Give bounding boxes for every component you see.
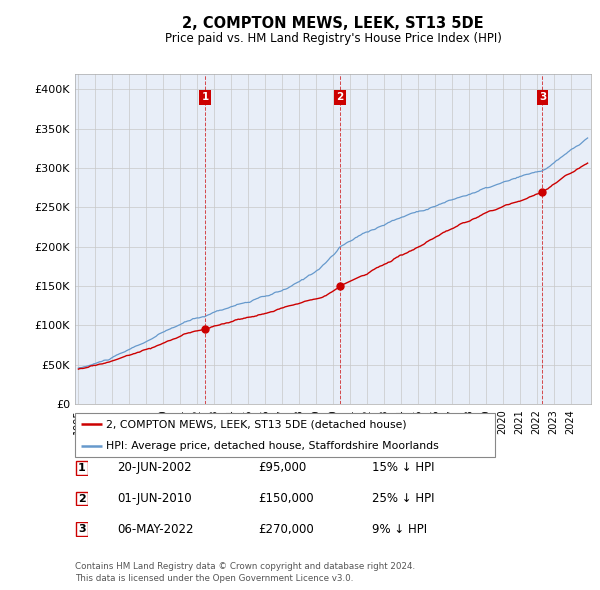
Text: £270,000: £270,000 bbox=[258, 523, 314, 536]
Text: 1: 1 bbox=[78, 463, 86, 473]
Text: 2, COMPTON MEWS, LEEK, ST13 5DE (detached house): 2, COMPTON MEWS, LEEK, ST13 5DE (detache… bbox=[107, 419, 407, 429]
Text: 2, COMPTON MEWS, LEEK, ST13 5DE: 2, COMPTON MEWS, LEEK, ST13 5DE bbox=[182, 16, 484, 31]
Text: 2: 2 bbox=[337, 93, 344, 102]
Text: £95,000: £95,000 bbox=[258, 461, 306, 474]
Text: Price paid vs. HM Land Registry's House Price Index (HPI): Price paid vs. HM Land Registry's House … bbox=[164, 32, 502, 45]
Text: 01-JUN-2010: 01-JUN-2010 bbox=[117, 492, 191, 505]
Text: 9% ↓ HPI: 9% ↓ HPI bbox=[372, 523, 427, 536]
Text: 1: 1 bbox=[202, 93, 209, 102]
Text: Contains HM Land Registry data © Crown copyright and database right 2024.: Contains HM Land Registry data © Crown c… bbox=[75, 562, 415, 571]
Text: £150,000: £150,000 bbox=[258, 492, 314, 505]
Text: HPI: Average price, detached house, Staffordshire Moorlands: HPI: Average price, detached house, Staf… bbox=[107, 441, 439, 451]
Text: 15% ↓ HPI: 15% ↓ HPI bbox=[372, 461, 434, 474]
Text: 20-JUN-2002: 20-JUN-2002 bbox=[117, 461, 191, 474]
Text: 2: 2 bbox=[78, 494, 86, 503]
Text: 3: 3 bbox=[78, 525, 85, 534]
Text: 25% ↓ HPI: 25% ↓ HPI bbox=[372, 492, 434, 505]
Text: 3: 3 bbox=[539, 93, 546, 102]
Text: This data is licensed under the Open Government Licence v3.0.: This data is licensed under the Open Gov… bbox=[75, 573, 353, 583]
Text: 06-MAY-2022: 06-MAY-2022 bbox=[117, 523, 193, 536]
